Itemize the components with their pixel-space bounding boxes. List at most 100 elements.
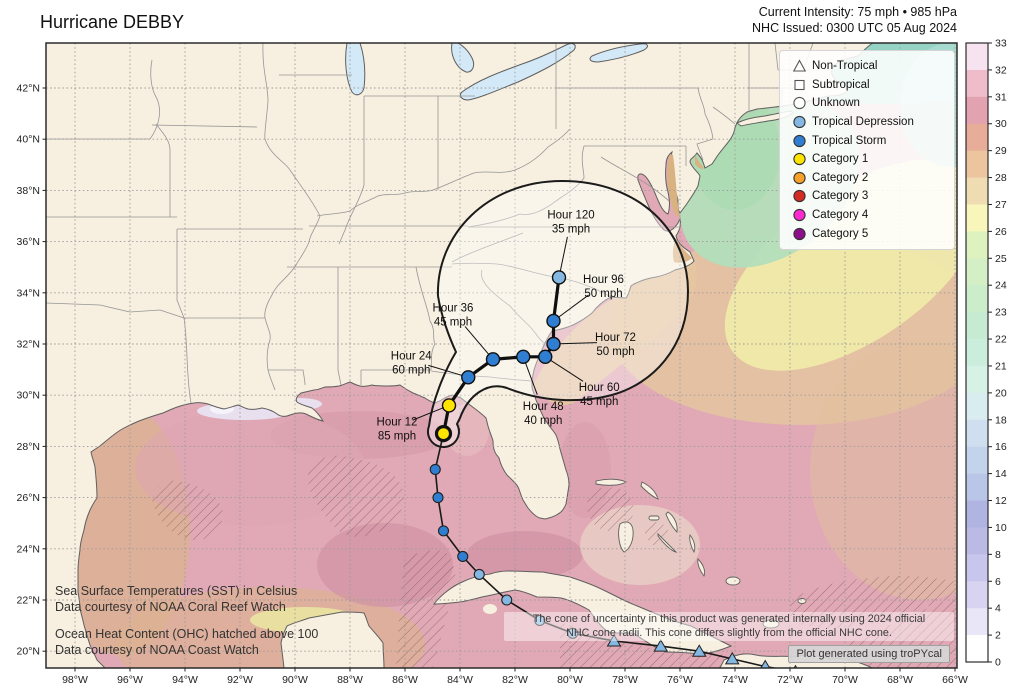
lon-tick-label: 88°W bbox=[337, 674, 363, 686]
lat-tick-label: 30°N bbox=[17, 390, 40, 402]
issuance-text: NHC Issued: 0300 UTC 05 Aug 2024 bbox=[752, 21, 957, 35]
legend-item-label: Tropical Depression bbox=[812, 116, 914, 129]
hour-label: Hour 12 bbox=[377, 416, 418, 428]
colorbar-tick-label: 23 bbox=[995, 307, 1007, 319]
colorbar-tick-label: 10 bbox=[995, 522, 1007, 534]
lake-ontario bbox=[589, 43, 648, 63]
legend-item-unknown: Unknown bbox=[786, 94, 950, 113]
wave-point bbox=[653, 639, 669, 652]
lat-tick-label: 34°N bbox=[17, 287, 40, 299]
colorbar-tick-label: 33 bbox=[995, 38, 1007, 50]
sst-colorbar: 3332313029282726252423222120181614121086… bbox=[965, 38, 1007, 669]
forecast-track-points bbox=[441, 270, 567, 413]
hour-label: Hour 72 bbox=[595, 332, 636, 344]
circle-marker-icon bbox=[786, 226, 812, 242]
colorbar-tick-label: 31 bbox=[995, 91, 1007, 103]
intensity-label: 60 mph bbox=[392, 364, 430, 376]
colorbar-tick-label: 14 bbox=[995, 468, 1007, 480]
legend-item-non-tropical: Non-Tropical bbox=[786, 57, 950, 76]
legend-item-label: Unknown bbox=[812, 97, 860, 110]
forecast-annotations: Hour 12 85 mph Hour 24 60 mph Hour 36 45 mph H… bbox=[377, 209, 636, 442]
colorbar-tick-label: 12 bbox=[995, 495, 1007, 507]
legend-item-label: Tropical Storm bbox=[812, 134, 887, 147]
colorbar-tick-label: 20 bbox=[995, 387, 1007, 399]
lon-tick-label: 94°W bbox=[172, 674, 198, 686]
ohc-hatch-regions bbox=[152, 455, 957, 668]
colorbar-tick-label: 25 bbox=[995, 253, 1007, 265]
lon-tick-label: 82°W bbox=[502, 674, 528, 686]
legend-item-label: Subtropical bbox=[812, 78, 870, 91]
lon-tick-label: 86°W bbox=[392, 674, 418, 686]
lat-tick-label: 28°N bbox=[17, 441, 40, 453]
lon-tick-label: 98°W bbox=[62, 674, 88, 686]
colorbar-tick-label: 6 bbox=[995, 576, 1001, 588]
history-point bbox=[473, 568, 485, 580]
legend-item-category-3: Category 3 bbox=[786, 187, 950, 206]
circle-marker-icon bbox=[786, 188, 812, 204]
lat-tick-label: 40°N bbox=[17, 134, 40, 146]
wave-point bbox=[724, 651, 740, 665]
hour-label: Hour 60 bbox=[579, 382, 620, 394]
legend-item-category-2: Category 2 bbox=[786, 169, 950, 188]
intensity-label: 85 mph bbox=[378, 430, 416, 442]
lon-tick-label: 66°W bbox=[942, 674, 968, 686]
lat-tick-label: 22°N bbox=[17, 595, 40, 607]
colorbar-tick-label: 21 bbox=[995, 360, 1007, 372]
sst-note: Sea Surface Temperatures (SST) in Celsiu… bbox=[55, 584, 297, 615]
yucatan bbox=[280, 611, 385, 668]
circle-marker-icon bbox=[786, 207, 812, 223]
storm-category-legend: Non-Tropical Subtropical Unknown Tropical D… bbox=[779, 50, 955, 250]
axis-labels: 98°W 96°W 94°W 92°W 90°W 88°W 86°W 84°W 82°W 80°W… bbox=[17, 83, 968, 687]
colorbar-tick-label: 28 bbox=[995, 172, 1007, 184]
intensity-label: 50 mph bbox=[596, 346, 634, 358]
lat-tick-label: 36°N bbox=[17, 236, 40, 248]
wave-point bbox=[606, 633, 622, 647]
legend-item-label: Category 4 bbox=[812, 209, 869, 222]
legend-item-tropical-storm: Tropical Storm bbox=[786, 131, 950, 150]
ohc-note: Ocean Heat Content (OHC) hatched above 1… bbox=[55, 627, 318, 658]
lon-tick-label: 68°W bbox=[887, 674, 913, 686]
lon-tick-label: 70°W bbox=[832, 674, 858, 686]
cuba bbox=[432, 570, 733, 655]
hour-label: Hour 48 bbox=[523, 401, 564, 413]
cone-disclaimer-line2: NHC cone radii. This cone differs slight… bbox=[566, 626, 892, 639]
circle-marker-icon bbox=[786, 151, 812, 167]
lon-tick-label: 74°W bbox=[722, 674, 748, 686]
legend-item-subtropical: Subtropical bbox=[786, 76, 950, 95]
colorbar-tick-label: 29 bbox=[995, 145, 1007, 157]
colorbar-tick-label: 16 bbox=[995, 441, 1007, 453]
legend-item-label: Category 3 bbox=[812, 190, 869, 203]
legend-item-label: Category 5 bbox=[812, 227, 869, 240]
forecast-point-hour-72 bbox=[546, 336, 561, 352]
history-point bbox=[432, 492, 444, 504]
intensity-label: 40 mph bbox=[524, 415, 562, 427]
history-point bbox=[567, 627, 579, 639]
sst-note-line2: Data courtesy of NOAA Coral Reef Watch bbox=[55, 599, 286, 614]
colorbar-tick-label: 22 bbox=[995, 334, 1007, 346]
intensity-label: 50 mph bbox=[584, 288, 622, 300]
circle-marker-icon bbox=[786, 114, 812, 130]
intensity-label: 45 mph bbox=[580, 396, 618, 408]
circle-marker-icon bbox=[786, 170, 812, 186]
history-point bbox=[437, 525, 450, 537]
lat-tick-label: 20°N bbox=[17, 646, 40, 658]
lon-tick-label: 80°W bbox=[557, 674, 583, 686]
tropycal-credit-badge: Plot generated using troPYcal bbox=[788, 645, 950, 663]
legend-item-category-5: Category 5 bbox=[786, 224, 950, 243]
forecast-cone bbox=[426, 179, 690, 449]
header-info: Current Intensity: 75 mph • 985 hPa NHC … bbox=[752, 4, 957, 36]
colorbar-tick-label: 26 bbox=[995, 226, 1007, 238]
triangle-marker-icon bbox=[786, 58, 812, 74]
lake-huron bbox=[451, 43, 475, 73]
lat-tick-label: 38°N bbox=[17, 185, 40, 197]
forecast-point-hour-36 bbox=[485, 352, 501, 367]
circle-marker-icon bbox=[786, 133, 812, 149]
lon-tick-label: 92°W bbox=[227, 674, 253, 686]
forecast-point-hour-96 bbox=[546, 313, 561, 329]
lon-tick-label: 76°W bbox=[667, 674, 693, 686]
forecast-point-hour-60 bbox=[538, 349, 553, 364]
lat-tick-label: 26°N bbox=[17, 492, 40, 504]
colorbar-tick-label: 24 bbox=[995, 280, 1007, 292]
hour-label: Hour 120 bbox=[547, 209, 594, 221]
